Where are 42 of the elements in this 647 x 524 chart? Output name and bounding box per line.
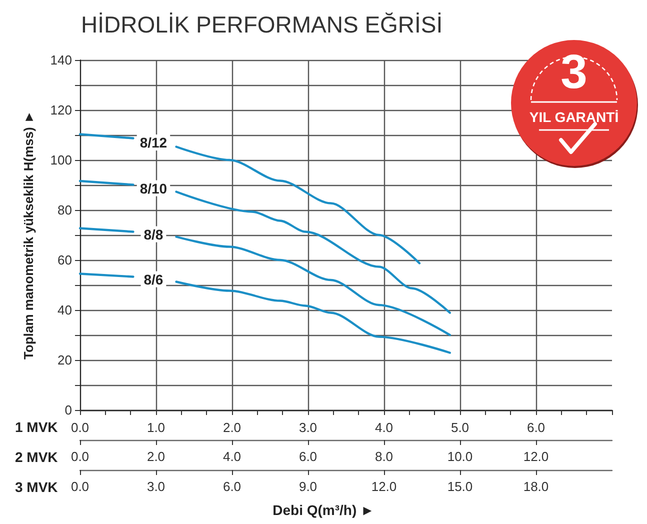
text: 0.0 xyxy=(70,420,90,435)
x-tick-label: 6.0 xyxy=(222,479,242,494)
x-axis-title: Debi Q(m³/h) ► xyxy=(272,502,374,518)
x2-tick-label: 2.0 xyxy=(146,449,166,464)
text: 5.0 xyxy=(450,420,470,435)
y-tick-label: 100 xyxy=(50,152,72,168)
x2-axis-title: 2 MVK xyxy=(15,449,58,465)
x-tick-label: 0.0 xyxy=(70,479,90,494)
x-tick-label: 18.0 xyxy=(523,479,549,494)
series-label: 8/8 xyxy=(144,226,164,242)
x-tick-label: 12.0 xyxy=(371,479,397,494)
series-label: 8/10 xyxy=(140,180,168,196)
text: 1 MVK xyxy=(15,419,58,435)
text: 3.0 xyxy=(298,420,318,435)
x-tick-label: 3.0 xyxy=(146,479,166,494)
x2-tick-label: 10.0 xyxy=(447,449,473,464)
x2-tick-label: 0.0 xyxy=(70,449,90,464)
x2-tick-label: 8.0 xyxy=(374,449,394,464)
y-tick-label: 20 xyxy=(58,352,72,368)
text: 6.0 xyxy=(526,420,546,435)
x-tick-label: 15.0 xyxy=(447,479,473,494)
y-tick-label: 0 xyxy=(64,402,72,418)
y-axis-title: Toplam manometrik yükseklik H(mss) ► xyxy=(21,110,36,360)
y-tick-label: 60 xyxy=(58,252,72,268)
x2-tick-label: 12.0 xyxy=(523,449,549,464)
guarantee-badge: 3 YIL GARANTİ xyxy=(511,40,637,166)
y-tick-label: 80 xyxy=(58,202,72,218)
text: 2.0 xyxy=(222,420,242,435)
y-tick-label: 120 xyxy=(50,102,72,118)
series-label: 8/12 xyxy=(140,134,168,150)
text: 3 MVK xyxy=(15,479,58,495)
y-tick-label: 40 xyxy=(58,302,72,318)
series-label: 8/6 xyxy=(144,271,164,288)
x-tick-label: 9.0 xyxy=(298,479,318,494)
chart-title: HİDROLİK PERFORMANS EĞRİSİ xyxy=(81,12,443,38)
text: 4.0 xyxy=(374,420,394,435)
text: 1.0 xyxy=(146,420,166,435)
x2-tick-label: 6.0 xyxy=(298,449,318,464)
x2-tick-label: 4.0 xyxy=(222,449,242,464)
y-tick-label: 140 xyxy=(50,52,72,68)
annotation: YIL GARANTİ xyxy=(528,108,620,126)
annotation: 3 xyxy=(560,46,588,99)
